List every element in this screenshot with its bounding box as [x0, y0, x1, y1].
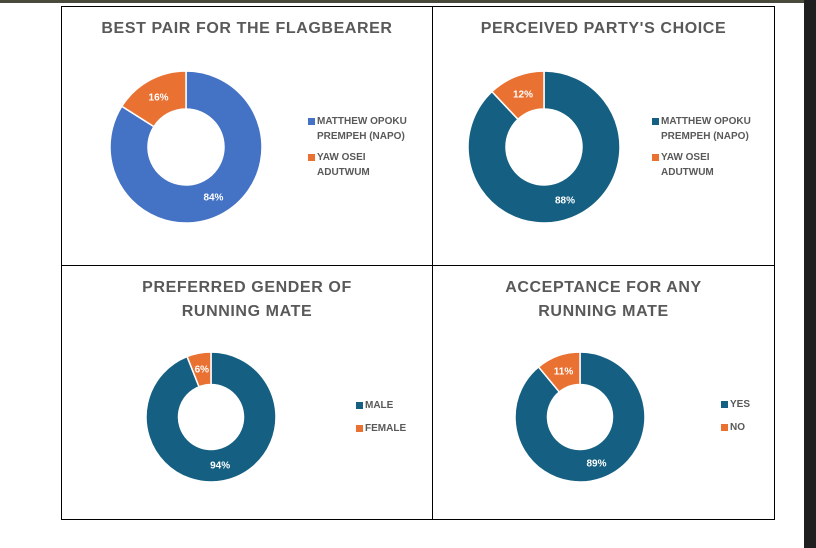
chart-title-line: RUNNING MATE: [181, 303, 313, 320]
chart-title: ACCEPTANCE FOR ANY RUNNING MATE: [433, 276, 774, 324]
legend-swatch: [356, 425, 363, 432]
donut-data-label: 6%: [195, 365, 210, 376]
chart-legend: MATTHEW OPOKU PREMPEH (NAPO) YAW OSEI AD…: [652, 114, 772, 186]
donut-data-label: 94%: [210, 460, 230, 471]
legend-swatch: [652, 154, 659, 161]
grid-divider-vertical: [432, 7, 433, 519]
donut-data-label: 89%: [587, 458, 607, 469]
chart-panel-best-pair: BEST PAIR FOR THE FLAGBEARER 84% 16% MATT…: [62, 7, 432, 265]
chart-panel-party-choice: PERCEIVED PARTY'S CHOICE 88% 12% MATTHEW …: [433, 7, 774, 265]
legend-label: NO: [730, 422, 745, 433]
donut-slice-minor: [120, 70, 187, 128]
donut-slice-minor: [537, 351, 581, 394]
legend-item: MALE: [356, 398, 426, 413]
donut-chart: 84% 16%: [109, 70, 263, 224]
window-edge: [804, 0, 816, 548]
chart-grid: BEST PAIR FOR THE FLAGBEARER 84% 16% MATT…: [61, 6, 775, 520]
legend-item: MATTHEW OPOKU PREMPEH (NAPO): [652, 114, 772, 144]
legend-label: MALE: [365, 400, 394, 411]
legend-swatch: [721, 424, 728, 431]
legend-swatch: [721, 401, 728, 408]
legend-swatch: [308, 118, 315, 125]
legend-swatch: [652, 118, 659, 125]
legend-label: YAW OSEI ADUTWUM: [661, 152, 714, 178]
donut-slice-major: [109, 70, 263, 224]
chart-panel-acceptance: ACCEPTANCE FOR ANY RUNNING MATE 89% 11% Y…: [433, 266, 774, 519]
donut-slice-minor: [490, 70, 545, 121]
chart-panel-gender: PREFERRED GENDER OF RUNNING MATE 94% 6% M…: [62, 266, 432, 519]
legend-item: MATTHEW OPOKU PREMPEH (NAPO): [308, 114, 428, 144]
legend-item: YAW OSEI ADUTWUM: [308, 150, 428, 180]
donut-slice-minor: [186, 351, 212, 388]
legend-label: MATTHEW OPOKU PREMPEH (NAPO): [317, 116, 407, 142]
legend-swatch: [308, 154, 315, 161]
chart-title: BEST PAIR FOR THE FLAGBEARER: [101, 20, 393, 37]
chart-title-line: PREFERRED GENDER OF: [142, 279, 352, 296]
donut-chart: 94% 6%: [145, 351, 277, 483]
legend-label: YES: [730, 399, 751, 410]
chart-title-line: RUNNING MATE: [538, 303, 669, 320]
legend-item: FEMALE: [356, 421, 426, 436]
donut-data-label: 11%: [554, 367, 574, 378]
donut-slice-major: [514, 351, 646, 483]
legend-label: MATTHEW OPOKU PREMPEH (NAPO): [661, 116, 751, 142]
legend-label: FEMALE: [365, 423, 407, 434]
donut-data-label: 16%: [149, 93, 169, 104]
top-border: [0, 0, 816, 3]
donut-data-label: 12%: [513, 90, 533, 101]
donut-slice-major: [145, 351, 277, 483]
chart-legend: MATTHEW OPOKU PREMPEH (NAPO) YAW OSEI AD…: [308, 114, 428, 186]
donut-chart: 89% 11%: [514, 351, 646, 483]
donut-chart: 88% 12%: [467, 70, 621, 224]
chart-title-line: ACCEPTANCE FOR ANY: [505, 279, 702, 296]
legend-item: NO: [721, 420, 771, 435]
grid-divider-horizontal: [62, 265, 774, 266]
donut-data-label: 88%: [555, 195, 575, 206]
chart-title: PERCEIVED PARTY'S CHOICE: [480, 20, 727, 37]
legend-label: YAW OSEI ADUTWUM: [317, 152, 370, 178]
chart-legend: MALE FEMALE: [356, 398, 426, 442]
chart-title: PREFERRED GENDER OF RUNNING MATE: [62, 276, 432, 324]
legend-swatch: [356, 402, 363, 409]
donut-slice-major: [467, 70, 621, 224]
donut-data-label: 84%: [203, 192, 223, 203]
legend-item: YES: [721, 397, 771, 412]
legend-item: YAW OSEI ADUTWUM: [652, 150, 772, 180]
chart-legend: YES NO: [721, 397, 771, 441]
